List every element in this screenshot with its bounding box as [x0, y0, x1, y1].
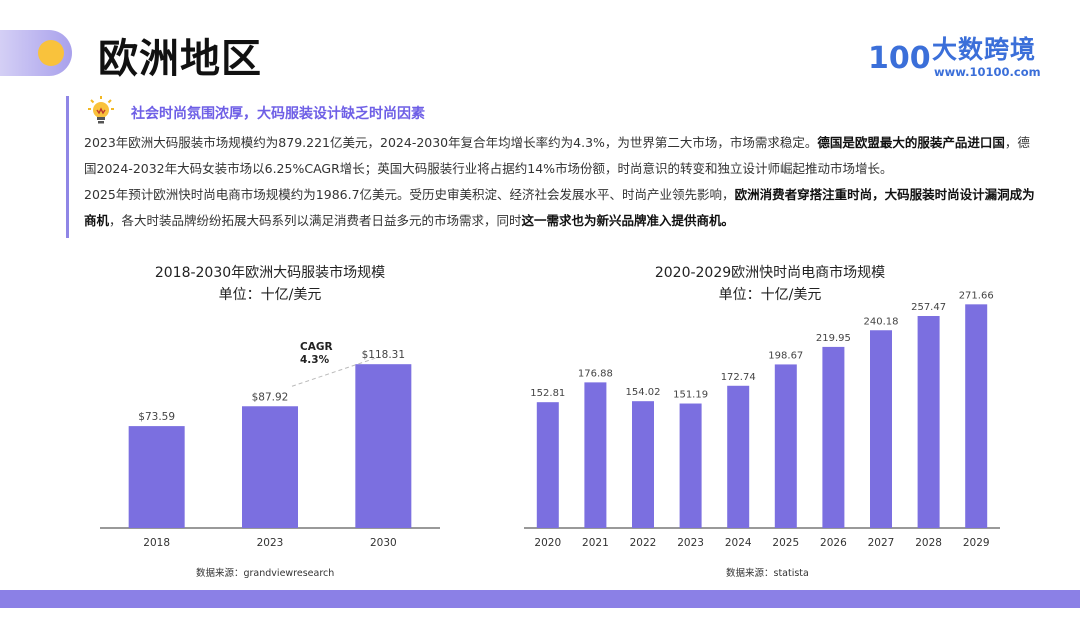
data-label: $73.59: [138, 411, 175, 423]
body-text-highlight: 这一需求也为新兴品牌准入提供商机。: [521, 213, 735, 228]
x-tick-label: 2022: [630, 537, 657, 549]
body-paragraph-1: 2023年欧洲大码服装市场规模约为879.221亿美元，2024-2030年复合…: [84, 135, 1030, 176]
section-accent-bar: [66, 96, 69, 238]
bar: [727, 385, 750, 528]
body-text-segment: ，德国2024-2032年大码女装市场以6.25%CAGR增长；英国大码服装行业…: [84, 135, 1030, 176]
page-title: 欧洲地区: [98, 36, 262, 82]
bar: [822, 346, 845, 528]
body-text-segment: 2023年欧洲大码服装市场规模约为879.221亿美元，2024-2030年复合…: [84, 135, 818, 150]
bar: [774, 364, 797, 528]
header-accent-dot: [38, 40, 64, 66]
brand-logo: 100 大数跨境 www.10100.com: [866, 30, 1056, 82]
chart-fast-fashion-ecommerce: 2020-2029欧洲快时尚电商市场规模 单位：十亿/美元 152.81 2020…: [510, 260, 1030, 580]
bar: [679, 403, 702, 528]
chart-title: 2020-2029欧洲快时尚电商市场规模: [654, 265, 886, 281]
data-label: 240.18: [864, 316, 899, 327]
bar: [355, 364, 412, 528]
chart-source: 数据来源：grandviewresearch: [196, 568, 335, 579]
data-label: 176.88: [578, 368, 613, 379]
bar: [584, 382, 607, 528]
section-subtitle: 社会时尚氛围浓厚，大码服装设计缺乏时尚因素: [131, 106, 425, 122]
x-tick-label: 2025: [772, 537, 799, 549]
data-label: 219.95: [816, 333, 851, 344]
body-paragraph-2: 2025年预计欧洲快时尚电商市场规模约为1986.7亿美元。受历史审美积淀、经济…: [84, 187, 1035, 228]
data-label: 257.47: [911, 302, 946, 313]
cagr-annotation-value: 4.3%: [300, 354, 330, 366]
data-label: 154.02: [626, 387, 661, 398]
bar: [536, 402, 559, 528]
x-tick-label: 2027: [868, 537, 895, 549]
bar: [632, 401, 654, 528]
chart-unit: 单位：十亿/美元: [218, 287, 322, 303]
x-tick-label: 2028: [915, 537, 942, 549]
data-label: 152.81: [530, 388, 565, 399]
bar: [128, 426, 185, 528]
body-text-segment: 2025年预计欧洲快时尚电商市场规模约为1986.7亿美元。受历史审美积淀、经济…: [84, 187, 735, 202]
chart-title: 2018-2030年欧洲大码服装市场规模: [154, 265, 386, 281]
brand-logo-text: 大数跨境: [932, 35, 1037, 64]
lightbulb-icon: [88, 96, 114, 124]
body-text-highlight: 德国是欧盟最大的服装产品进口国: [817, 135, 1005, 150]
bar: [242, 406, 298, 528]
section-body: 2023年欧洲大码服装市场规模约为879.221亿美元，2024-2030年复合…: [84, 130, 1040, 234]
logo-mark-text: 100: [868, 41, 930, 76]
bar: [965, 304, 988, 528]
x-tick-label: 2020: [534, 537, 561, 549]
x-tick-label: 2024: [725, 537, 752, 549]
chart-unit: 单位：十亿/美元: [718, 287, 822, 303]
chart-source: 数据来源：statista: [726, 568, 809, 579]
data-label: $118.31: [362, 349, 405, 361]
x-tick-label: 2029: [963, 537, 990, 549]
data-label: 271.66: [959, 290, 994, 301]
chart-plot: 152.81 2020 176.88 2021 154.02 2022 151.19 2023…: [524, 290, 1000, 549]
footer-band: [0, 590, 1080, 608]
x-tick-label: 2030: [370, 537, 397, 549]
x-tick-label: 2023: [677, 537, 704, 549]
cagr-trend-line: [291, 357, 376, 387]
data-label: 198.67: [768, 350, 803, 361]
data-label: 172.74: [721, 372, 756, 383]
x-tick-label: 2021: [582, 537, 609, 549]
x-tick-label: 2023: [257, 537, 284, 549]
brand-logo-url: www.10100.com: [934, 65, 1041, 79]
data-label: 151.19: [673, 390, 708, 401]
cagr-annotation-label: CAGR: [300, 341, 333, 353]
data-label: $87.92: [252, 391, 289, 403]
body-text-highlight: 欧洲消费者穿搭注重时尚，大码服装时尚设计漏洞成为商机: [84, 187, 1035, 228]
brand-logo-icon: 100: [868, 41, 930, 76]
chart-plus-size-market: 2018-2030年欧洲大码服装市场规模 单位：十亿/美元 $73.59 2018…: [90, 260, 450, 580]
bar: [917, 316, 940, 528]
x-tick-label: 2018: [143, 537, 170, 549]
body-text-segment: ，各大时装品牌纷纷拓展大码系列以满足消费者日益多元的市场需求，同时: [109, 213, 522, 228]
bar: [870, 330, 892, 528]
x-tick-label: 2026: [820, 537, 847, 549]
